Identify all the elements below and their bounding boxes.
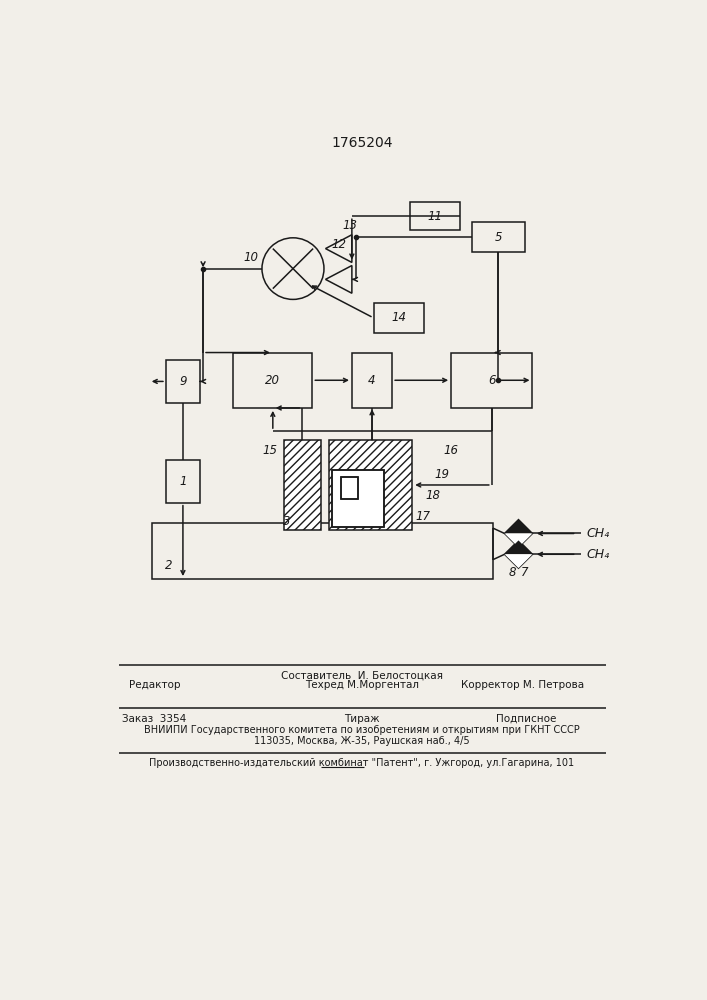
Text: Производственно-издательский комбинат "Патент", г. Ужгород, ул.Гагарина, 101: Производственно-издательский комбинат "П… bbox=[149, 758, 575, 768]
Polygon shape bbox=[505, 533, 532, 547]
Polygon shape bbox=[505, 520, 532, 533]
Text: Редактор: Редактор bbox=[129, 680, 180, 690]
Text: 12: 12 bbox=[331, 238, 346, 251]
Bar bbox=[352, 353, 392, 408]
Text: ВНИИПИ Государственного комитета по изобретениям и открытиям при ГКНТ СССР: ВНИИПИ Государственного комитета по изоб… bbox=[144, 725, 580, 735]
Text: 11: 11 bbox=[428, 210, 443, 223]
Text: 14: 14 bbox=[391, 311, 407, 324]
Bar bbox=[284, 440, 321, 530]
Text: 8: 8 bbox=[508, 566, 516, 579]
Polygon shape bbox=[505, 554, 532, 568]
Bar bbox=[472, 222, 525, 252]
Text: 19: 19 bbox=[434, 468, 449, 481]
Bar bbox=[341, 477, 358, 499]
Bar bbox=[332, 470, 385, 527]
Text: Составитель  И. Белостоцкая: Составитель И. Белостоцкая bbox=[281, 670, 443, 680]
Text: CH₄: CH₄ bbox=[587, 527, 610, 540]
Text: 20: 20 bbox=[265, 374, 280, 387]
Text: 1: 1 bbox=[179, 475, 187, 488]
Text: 7: 7 bbox=[521, 566, 528, 579]
Bar bbox=[166, 360, 200, 403]
Bar bbox=[451, 353, 532, 408]
Text: 16: 16 bbox=[443, 444, 459, 457]
Text: 2: 2 bbox=[165, 559, 173, 572]
Text: Тираж: Тираж bbox=[344, 714, 380, 724]
Text: 17: 17 bbox=[416, 510, 431, 523]
Text: Техред М.Моргентал: Техред М.Моргентал bbox=[305, 680, 419, 690]
Text: 4: 4 bbox=[368, 374, 376, 387]
Polygon shape bbox=[505, 540, 532, 554]
Text: 1765204: 1765204 bbox=[331, 136, 392, 150]
Text: CH₄: CH₄ bbox=[587, 548, 610, 561]
Bar bbox=[332, 470, 385, 527]
Bar bbox=[410, 202, 460, 230]
Text: Подписное: Подписное bbox=[496, 714, 556, 724]
Text: 113035, Москва, Ж-35, Раушская наб., 4/5: 113035, Москва, Ж-35, Раушская наб., 4/5 bbox=[254, 736, 469, 746]
Text: Корректор М. Петрова: Корректор М. Петрова bbox=[461, 680, 584, 690]
Bar bbox=[329, 440, 412, 530]
Text: Заказ  3354: Заказ 3354 bbox=[122, 714, 187, 724]
Text: 10: 10 bbox=[244, 251, 259, 264]
Bar bbox=[341, 477, 358, 499]
Bar bbox=[373, 303, 424, 333]
Text: 6: 6 bbox=[488, 374, 496, 387]
Text: 15: 15 bbox=[262, 444, 277, 457]
Bar bbox=[233, 353, 312, 408]
Bar bbox=[152, 523, 493, 579]
Text: 5: 5 bbox=[495, 231, 502, 244]
Text: 9: 9 bbox=[179, 375, 187, 388]
Text: 13: 13 bbox=[343, 219, 358, 232]
Text: 18: 18 bbox=[425, 489, 440, 502]
Bar bbox=[166, 460, 200, 503]
Text: 3: 3 bbox=[283, 515, 291, 528]
